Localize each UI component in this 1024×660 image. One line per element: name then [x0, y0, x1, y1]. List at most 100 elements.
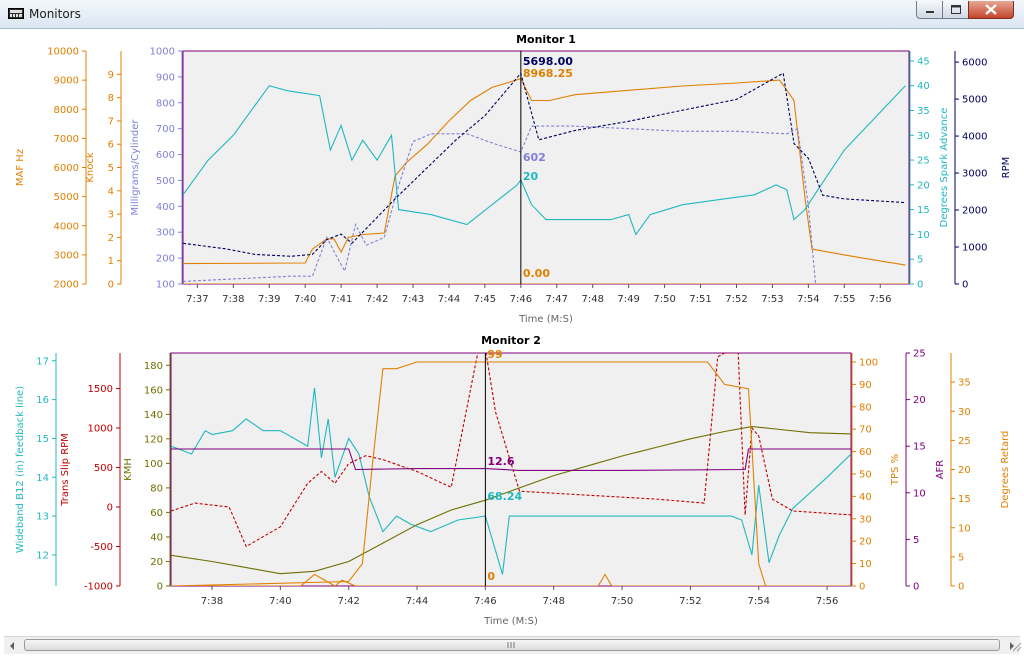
y-tick-label: 3000 — [54, 250, 79, 261]
cursor-value-ret: 0 — [487, 570, 495, 583]
y-tick-label: 100 — [144, 459, 163, 470]
y-tick-label: 2000 — [54, 280, 79, 291]
y-tick-label: 160 — [144, 385, 163, 396]
y-tick-label: 500 — [94, 463, 113, 474]
x-tick-label: 7:55 — [833, 294, 855, 305]
x-tick-label: 7:50 — [611, 596, 633, 607]
window-title: Monitors — [29, 7, 81, 21]
y-tick-label: 10 — [958, 523, 971, 534]
x-tick-label: 7:51 — [689, 294, 711, 305]
x-tick-label: 7:39 — [258, 294, 280, 305]
plot-area[interactable] — [182, 50, 910, 285]
y-tick-label: 17 — [36, 356, 49, 367]
y-tick-label: 10 — [913, 488, 926, 499]
y-tick-label: 9000 — [54, 76, 79, 87]
x-tick-label: 7:52 — [725, 294, 747, 305]
y-tick-label: 1000 — [150, 47, 175, 58]
y-tick-label: 40 — [917, 81, 930, 92]
y-tick-label: 15 — [958, 494, 971, 505]
series-line-mgc — [183, 125, 817, 284]
x-tick-label: 7:44 — [438, 294, 460, 305]
x-axis-label: Time (M:S) — [518, 314, 573, 325]
x-tick-label: 7:48 — [542, 596, 564, 607]
y-tick-label: 1000 — [88, 424, 113, 435]
series-line-rpm — [183, 72, 906, 257]
cursor-value-afr: 12.6 — [487, 455, 514, 468]
y-tick-label: 0 — [917, 280, 923, 291]
y-tick-label: 100 — [156, 280, 175, 291]
y-tick-label: 90 — [859, 380, 872, 391]
title-bar[interactable]: Monitors — [0, 0, 1024, 29]
y-tick-label: 80 — [150, 483, 163, 494]
x-tick-label: 7:38 — [222, 294, 244, 305]
y-tick-label: 7 — [108, 116, 114, 127]
y-axis-afr: 0 5 10 15 20 25 AFR — [905, 349, 946, 593]
y-tick-label: 800 — [156, 98, 175, 109]
y-tick-label: 50 — [859, 469, 872, 480]
y-axis-label: TPS % — [890, 454, 901, 486]
y-axis-label: Milligrams/Cylinder — [130, 119, 141, 216]
grip-icon — [507, 642, 515, 648]
y-axis-slip: -1000 -500 0 500 1000 1500 Trans Slip RPM — [60, 353, 121, 593]
y-tick-label: 3 — [108, 210, 114, 221]
horizontal-scrollbar[interactable] — [4, 636, 1020, 654]
y-tick-label: -1000 — [84, 582, 113, 593]
y-tick-label: 60 — [859, 447, 872, 458]
y-tick-label: 9 — [108, 70, 114, 81]
y-axis-label: Wideband B12 (in) feedback line) — [15, 386, 26, 553]
y-tick-label: 25 — [917, 156, 930, 167]
y-tick-label: 40 — [150, 532, 163, 543]
chart-title: Monitor 1 — [516, 33, 576, 46]
cursor-value-knock: 0.00 — [523, 267, 550, 280]
x-tick-label: 7:54 — [748, 596, 770, 607]
x-tick-label: 7:56 — [869, 294, 891, 305]
y-tick-label: 100 — [859, 357, 878, 368]
y-tick-label: 60 — [150, 508, 163, 519]
x-tick-label: 7:41 — [330, 294, 352, 305]
y-tick-label: 16 — [36, 395, 49, 406]
y-tick-label: 2000 — [962, 206, 987, 217]
y-tick-label: 15 — [917, 205, 930, 216]
y-tick-label: 120 — [144, 434, 163, 445]
y-axis-tps: 0 10 20 30 40 50 60 70 80 90 100 TPS % — [851, 353, 901, 593]
series-line-maf — [183, 78, 906, 266]
y-tick-label: 5 — [108, 163, 114, 174]
y-axis-label: AFR — [935, 460, 946, 480]
chart-title: Monitor 2 — [481, 334, 541, 347]
x-tick-label: 7:48 — [581, 294, 603, 305]
y-axis-maf: 2000 3000 4000 5000 6000 7000 8000 9000 10000 MAF… — [15, 47, 87, 291]
y-tick-label: 13 — [36, 512, 49, 523]
y-tick-label: 200 — [156, 254, 175, 265]
y-tick-label: 0 — [107, 503, 113, 514]
y-tick-label: 0 — [913, 582, 919, 593]
y-tick-label: 70 — [859, 425, 872, 436]
y-tick-label: 0 — [962, 280, 968, 291]
scroll-right-button[interactable] — [1003, 637, 1020, 654]
y-tick-label: 5 — [917, 255, 923, 266]
y-tick-label: 140 — [144, 410, 163, 421]
y-tick-label: 20 — [913, 395, 926, 406]
resize-grip-icon[interactable] — [1010, 640, 1022, 652]
y-tick-label: 5000 — [54, 192, 79, 203]
minimize-icon — [926, 11, 934, 13]
y-axis-knock: 0 1 2 3 4 5 6 7 8 9 Knock — [85, 51, 122, 291]
y-tick-label: 12 — [36, 550, 49, 561]
y-tick-label: 10000 — [47, 47, 79, 58]
cursor-value-wb: 68.24 — [487, 490, 522, 503]
series-line-wb — [171, 387, 851, 575]
cursor-value-spark: 20 — [523, 170, 539, 183]
y-tick-label: 30 — [958, 407, 971, 418]
y-tick-label: 6000 — [962, 58, 987, 69]
scroll-left-button[interactable] — [4, 637, 21, 654]
y-tick-label: 40 — [859, 492, 872, 503]
y-axis-label: Knock — [85, 152, 96, 183]
scroll-thumb[interactable] — [24, 639, 1000, 651]
close-button[interactable] — [968, 1, 1014, 19]
y-tick-label: 30 — [859, 514, 872, 525]
x-tick-label: 7:37 — [186, 294, 208, 305]
y-tick-label: 6000 — [54, 163, 79, 174]
y-tick-label: 35 — [917, 106, 930, 117]
maximize-icon — [951, 5, 961, 14]
x-tick-label: 7:50 — [653, 294, 675, 305]
y-tick-label: 20 — [917, 180, 930, 191]
